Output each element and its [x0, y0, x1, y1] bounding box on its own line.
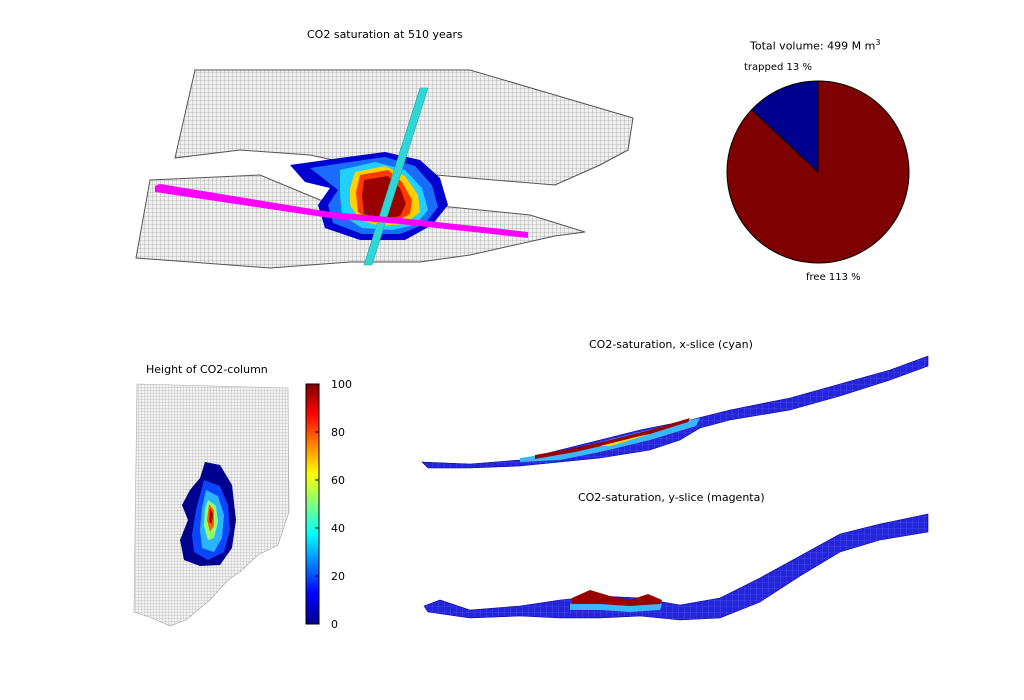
colorbar: 0 20 40 60 80 100	[305, 378, 352, 631]
colorbar-tick-label: 100	[331, 378, 352, 391]
pie-slice-free	[726, 80, 910, 264]
pie-label-free: free 113 %	[806, 272, 861, 283]
pie-title-superscript: 3	[875, 38, 881, 47]
pie-slice-trapped	[750, 80, 819, 174]
pie-title-text: Total volume: 499 M m	[750, 39, 876, 53]
colorbar-tick-label: 60	[331, 474, 345, 487]
xslice-title: CO2-saturation, x-slice (cyan)	[589, 338, 753, 351]
column-plume	[180, 462, 236, 566]
colorbar-tick-label: 80	[331, 426, 345, 439]
upper-grid-block	[174, 69, 634, 186]
colorbar-tick-label: 20	[331, 570, 345, 583]
column-height-title: Height of CO2-column	[146, 363, 268, 376]
colorbar-ticks: 0 20 40 60 80 100	[315, 378, 352, 631]
plume-3d-title: CO2 saturation at 510 years	[307, 28, 463, 41]
pie-label-trapped: trapped 13 %	[744, 62, 812, 73]
colorbar-tick-label: 0	[331, 618, 338, 631]
colorbar-gradient	[305, 383, 320, 625]
pie-title: Total volume: 499 M m3	[750, 38, 880, 53]
colorbar-tick-label: 40	[331, 522, 345, 535]
pie-chart	[726, 80, 910, 264]
yslice-title: CO2-saturation, y-slice (magenta)	[578, 491, 765, 504]
magenta-slice	[155, 184, 528, 238]
